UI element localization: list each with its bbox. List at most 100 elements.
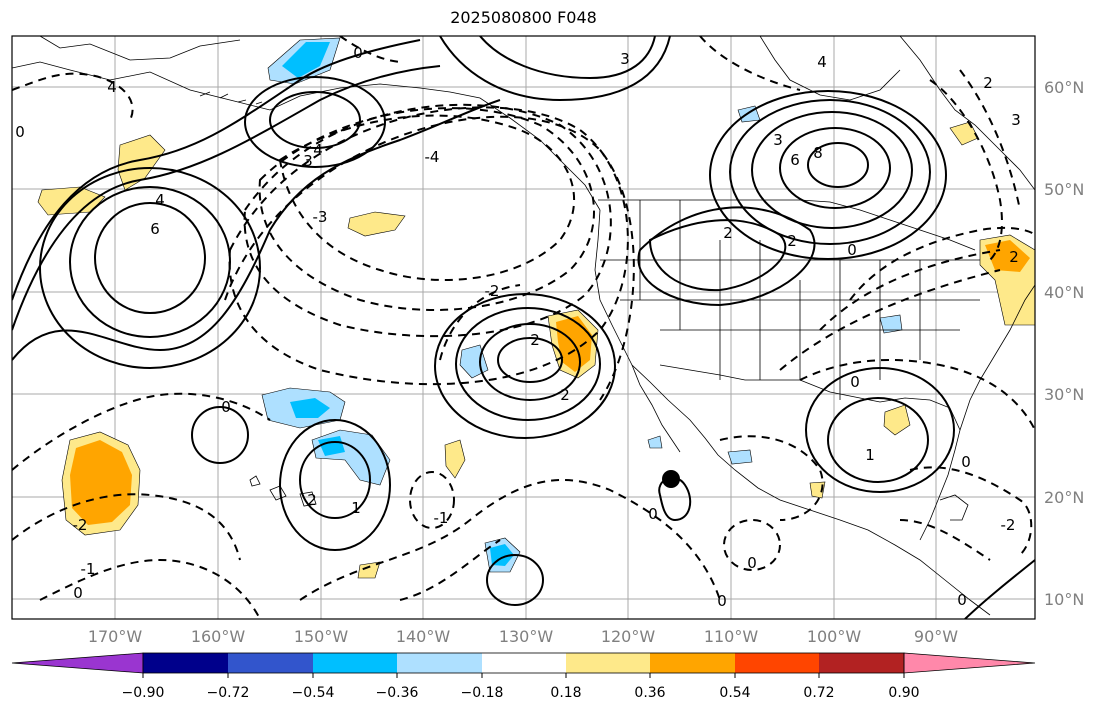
contour-neg-pacific-5 — [224, 115, 635, 401]
contour-neg-north-1 — [12, 72, 134, 121]
contour-hudson-2 — [779, 127, 891, 209]
contour-neg-north-2 — [339, 36, 401, 63]
contour-neg-labrador-2 — [959, 69, 1021, 211]
colorbar-bin — [313, 653, 397, 673]
shade-positive-southmid — [444, 439, 466, 479]
contour-label-neg4-pacific: -4 — [425, 148, 440, 166]
location-marker — [662, 470, 680, 488]
contour-hawaii-2 — [279, 419, 391, 551]
lon-label: 110°W — [704, 627, 759, 646]
contour-high-west-4 — [12, 39, 421, 301]
contour-label-0-caribbean: 0 — [957, 591, 967, 609]
contour-neg-great-lakes-2 — [819, 249, 1001, 331]
colorbar-bin — [819, 653, 904, 673]
coast-alaska-north — [39, 36, 241, 61]
colorbar-tick-label: 0.18 — [550, 685, 581, 701]
shade-positive-mexico — [809, 481, 826, 499]
lon-label: 150°W — [294, 627, 349, 646]
lon-label: 130°W — [499, 627, 554, 646]
contour-label-0-south: 0 — [73, 584, 83, 602]
contour-label-2-hawaii: 2 — [307, 491, 317, 509]
contour-neg-central-am-1 — [909, 466, 1033, 556]
colorbar-tick-label: 0.36 — [634, 685, 665, 701]
contour-neg-pacific-3 — [243, 103, 612, 338]
contour-label-8-hudson: 8 — [813, 144, 823, 162]
shade-positive-newengland-core — [985, 240, 1030, 272]
islands-aleutians — [199, 91, 263, 105]
contour-neg-subtrop-w — [439, 284, 521, 361]
colorbar-tick-label: −0.18 — [461, 685, 504, 701]
colorbar-tick-label: 0.72 — [803, 685, 834, 701]
contour-label-3-hudson: 3 — [773, 131, 783, 149]
contour-ca-ridge — [964, 559, 1035, 619]
coast-canada-east — [899, 36, 1035, 191]
contour-neg-south-3 — [39, 558, 261, 619]
contour-label-0-east: 0 — [961, 453, 971, 471]
coast-east-us — [959, 284, 1035, 431]
coast-west-us — [594, 209, 991, 616]
lon-label: 140°W — [396, 627, 451, 646]
shade-negative-bering-core — [282, 42, 330, 78]
contour-neg-small-2 — [723, 519, 781, 571]
map-border — [11, 35, 1036, 620]
lat-label: 20°N — [1044, 488, 1084, 507]
colorbar-extend-high — [903, 652, 1036, 674]
contour-hudson-3 — [751, 111, 913, 229]
colorbar-outline — [142, 652, 905, 674]
colorbar-tick-label: 0.90 — [888, 685, 919, 701]
contour-label-neg2-caribbean: -2 — [1001, 516, 1016, 534]
coast-yucatan — [939, 494, 969, 521]
latitude-labels: 60°N 50°N 40°N 30°N 20°N 10°N — [1044, 78, 1084, 609]
contour-label-neg2-hawaii-west: -2 — [73, 516, 88, 534]
contour-label-0-far-west: 0 — [15, 123, 25, 141]
colorbar-bin — [566, 653, 650, 673]
contour-labels: 4 6 4 3 2 2 2 6 8 3 4 -2 -4 -3 0 -2 -1 0… — [15, 44, 1021, 610]
contour-label-2-newengland: 2 — [1009, 248, 1019, 266]
coast-baja — [631, 364, 681, 453]
contour-label-neg2-pacific: -2 — [485, 282, 500, 300]
map-title: 2025080800 F048 — [450, 8, 597, 27]
contour-north-lows-2 — [479, 36, 656, 80]
border-us-canada — [598, 199, 976, 251]
colorbar-tick-label: −0.72 — [207, 685, 250, 701]
shade-negative-cabo — [647, 435, 663, 449]
contour-neg-south-5 — [399, 539, 501, 601]
colorbar-bin — [482, 653, 566, 673]
contour-gulf-2 — [805, 367, 955, 493]
colorbar-tick-label: −0.90 — [122, 685, 165, 701]
shade-positive-gulf-mexico — [883, 404, 911, 436]
contour-label-3-labrador: 3 — [1011, 111, 1021, 129]
contour-gulf-1 — [827, 397, 929, 483]
contour-aleutian-1 — [269, 91, 361, 149]
colorbar-ticks — [142, 673, 905, 678]
lon-label: 160°W — [191, 627, 246, 646]
contour-neg-mexico-1 — [719, 435, 824, 521]
contour-hudson-5 — [709, 90, 947, 260]
contour-neg-gulf-ring — [799, 359, 1035, 431]
lat-label: 30°N — [1044, 385, 1084, 404]
contour-neg-pacific-4 — [228, 106, 629, 386]
contour-label-6-west: 6 — [150, 220, 160, 238]
contour-label-0-mexico: 0 — [747, 554, 757, 572]
contour-hudson-ext — [648, 219, 787, 292]
contour-subtrop-3 — [455, 307, 601, 421]
colorbar: −0.90 −0.72 −0.54 −0.36 −0.18 0.18 0.36 … — [11, 652, 1036, 701]
contour-neg-south-4 — [299, 479, 721, 601]
contour-high-west-1 — [94, 202, 206, 314]
lon-label: 170°W — [88, 627, 143, 646]
contour-label-2-hudson-ext: 2 — [723, 224, 733, 242]
contour-neg-great-lakes-3 — [779, 269, 1001, 371]
contour-label-neg1-south: -1 — [81, 560, 96, 578]
shade-negative-hawaii-east-core — [318, 436, 345, 456]
lon-label: 100°W — [807, 627, 862, 646]
contour-hudson-ext-2 — [637, 206, 816, 307]
lon-label: 120°W — [601, 627, 656, 646]
colorbar-bin — [143, 653, 228, 673]
contour-label-0-baja: 0 — [648, 505, 658, 523]
contour-neg-great-lakes-1 — [849, 226, 1035, 301]
contour-label-3-aleutian: 3 — [303, 152, 313, 170]
contour-aleutian-2 — [244, 76, 386, 168]
shade-positive-gulf-alaska — [117, 134, 166, 191]
contour-neg-small-1 — [409, 471, 455, 529]
